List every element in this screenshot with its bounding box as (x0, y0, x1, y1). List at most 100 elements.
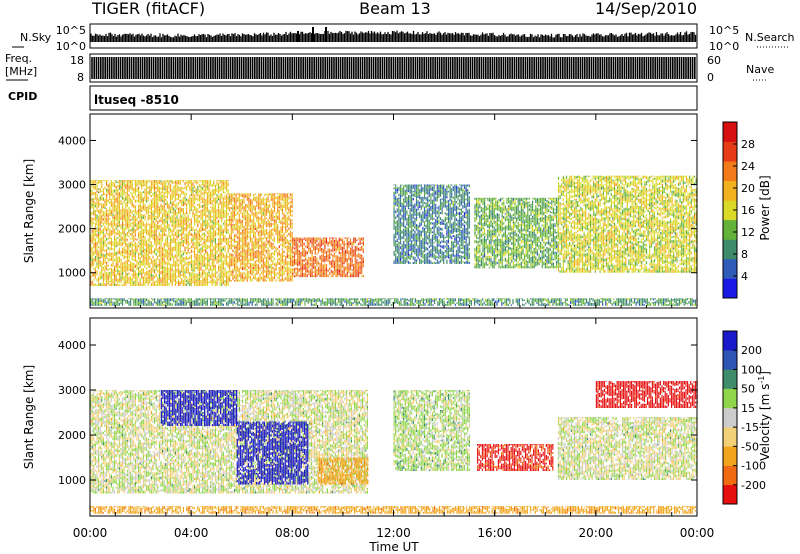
power-echo (95, 188, 96, 190)
power-echo (245, 222, 246, 225)
power-echo (95, 196, 96, 198)
power-echo (124, 217, 125, 219)
power-echo (194, 281, 195, 284)
power-echo (239, 237, 240, 239)
power-echo (172, 204, 173, 206)
power-echo (168, 180, 169, 181)
power-echo (144, 218, 145, 220)
power-echo (138, 190, 139, 193)
power-echo (264, 270, 265, 273)
power-echo (164, 197, 165, 199)
power-echo (184, 271, 185, 274)
power-echo (100, 254, 101, 257)
power-echo (208, 219, 209, 221)
power-echo (111, 214, 112, 216)
power-echo (200, 186, 201, 187)
power-echo (252, 249, 253, 251)
nsearch-tick-low: 10^0 (709, 40, 739, 53)
power-echo (260, 211, 261, 212)
power-echo (111, 184, 112, 186)
power-echo (130, 229, 131, 231)
power-echo (192, 206, 193, 208)
power-echo (176, 227, 177, 229)
power-echo (234, 239, 235, 241)
power-echo (95, 245, 96, 248)
power-echo (175, 194, 176, 196)
power-echo (168, 228, 169, 231)
power-echo (157, 250, 158, 253)
power-echo (95, 267, 96, 270)
power-echo (200, 180, 201, 181)
power-echo (192, 184, 193, 186)
power-echo (143, 277, 144, 280)
power-echo (106, 283, 107, 285)
power-echo (109, 241, 110, 243)
power-echo (168, 224, 169, 227)
power-echo (248, 202, 249, 205)
power-echo (178, 276, 179, 277)
power-echo (181, 215, 182, 217)
power-echo (100, 218, 101, 221)
power-echo (130, 246, 131, 248)
power-echo (191, 283, 192, 286)
power-echo (239, 200, 240, 203)
power-echo (168, 257, 169, 260)
power-echo (202, 222, 203, 224)
power-echo (164, 263, 165, 265)
power-echo (224, 216, 225, 218)
power-echo (152, 245, 153, 248)
power-echo (175, 243, 176, 245)
power-echo (128, 260, 129, 262)
power-echo (237, 193, 238, 194)
power-echo (98, 221, 99, 223)
power-echo (116, 279, 117, 282)
power-echo (152, 275, 153, 277)
power-echo (204, 238, 205, 241)
power-echo (194, 230, 195, 232)
radar-title: TIGER (fitACF) (91, 0, 205, 18)
power-echo (124, 241, 125, 244)
power-echo (244, 253, 245, 256)
power-echo (218, 257, 219, 259)
cpid-strip-frame (90, 86, 697, 110)
power-echo (96, 267, 97, 269)
power-echo (100, 190, 101, 193)
power-echo (215, 215, 216, 217)
power-echo (136, 217, 137, 218)
power-echo (247, 216, 248, 218)
power-echo (228, 205, 229, 206)
power-echo (234, 257, 235, 260)
power-echo (224, 180, 225, 181)
power-echo (189, 183, 190, 185)
power-echo (152, 198, 153, 200)
power-echo (125, 206, 126, 209)
power-echo (228, 198, 229, 201)
power-echo (258, 200, 259, 202)
power-echo (156, 238, 157, 240)
power-echo (159, 262, 160, 265)
power-echo (116, 259, 117, 261)
power-echo (167, 262, 168, 264)
power-echo (186, 193, 187, 195)
power-echo (151, 274, 152, 277)
power-echo (180, 234, 181, 236)
power-echo (100, 283, 101, 286)
power-echo (252, 243, 253, 245)
power-echo (231, 236, 232, 238)
power-echo (141, 273, 142, 276)
power-echo (111, 180, 112, 181)
power-echo (175, 277, 176, 279)
power-echo (149, 186, 150, 187)
power-echo (164, 253, 165, 256)
power-echo (165, 269, 166, 272)
power-echo (279, 204, 280, 206)
power-echo (111, 264, 112, 267)
power-echo (168, 231, 169, 232)
power-echo (224, 227, 225, 230)
power-echo (242, 258, 243, 260)
power-echo (157, 281, 158, 283)
power-echo (250, 267, 251, 269)
power-echo (173, 182, 174, 184)
power-echo (157, 248, 158, 250)
power-echo (101, 215, 102, 217)
